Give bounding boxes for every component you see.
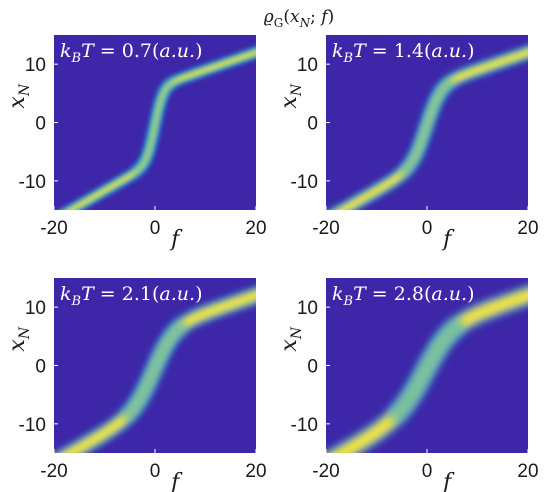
panel-2: -20 0 20 10 0 -10 f xN kBT = 1.4(a.u.) [277, 35, 539, 252]
x-axis-label: f [169, 470, 183, 492]
x-tick-label: 20 [517, 461, 538, 482]
x-tick-label: -20 [40, 461, 67, 482]
temperature-annotation: kBT = 1.4(a.u.) [332, 40, 474, 66]
y-axis-label: xN [5, 326, 33, 351]
x-axis-label: f [169, 227, 183, 252]
panel-4: -20 0 20 10 0 -10 f xN kBT = 2.8(a.u.) [277, 278, 539, 492]
y-tick-label: 0 [307, 114, 318, 135]
transition-haze [388, 318, 465, 423]
temperature-annotation: kBT = 2.1(a.u.) [60, 283, 202, 309]
temperature-annotation: kBT = 2.8(a.u.) [332, 283, 474, 309]
y-tick-label: -10 [291, 415, 318, 436]
x-tick-label: 20 [245, 218, 266, 239]
y-tick-label: -10 [19, 172, 46, 193]
x-axis-label: f [441, 227, 455, 252]
x-tick-label: 0 [150, 218, 161, 239]
x-tick-label: -20 [40, 218, 67, 239]
temperature-annotation: kBT = 0.7(a.u.) [60, 40, 202, 66]
transition-haze [122, 320, 187, 421]
y-tick-label: 0 [307, 357, 318, 378]
x-tick-label: -20 [312, 218, 339, 239]
y-tick-label: 10 [297, 298, 318, 319]
y-tick-label: 0 [35, 114, 46, 135]
y-tick-label: 10 [25, 298, 46, 319]
y-tick-label: 0 [35, 357, 46, 378]
x-tick-label: 0 [422, 461, 433, 482]
y-tick-label: 10 [25, 55, 46, 76]
transition-haze [399, 78, 454, 176]
transition-haze [133, 79, 176, 175]
y-tick-label: -10 [19, 415, 46, 436]
x-tick-label: 20 [517, 218, 538, 239]
x-tick-label: -20 [312, 461, 339, 482]
y-tick-label: -10 [291, 172, 318, 193]
figure-title: ϱG(xN; f) [264, 7, 334, 30]
y-axis-label: xN [5, 83, 33, 108]
x-axis-label: f [441, 470, 455, 492]
y-axis-label: xN [277, 326, 305, 351]
x-tick-label: 20 [245, 461, 266, 482]
panel-3: -20 0 20 10 0 -10 f xN kBT = 2.1(a.u.) [5, 278, 267, 492]
x-tick-label: 0 [150, 461, 161, 482]
panel-1: -20 0 20 10 0 -10 f xN kBT = 0.7(a.u.) [5, 35, 267, 252]
y-tick-label: 10 [297, 55, 318, 76]
x-tick-label: 0 [422, 218, 433, 239]
y-axis-label: xN [277, 83, 305, 108]
